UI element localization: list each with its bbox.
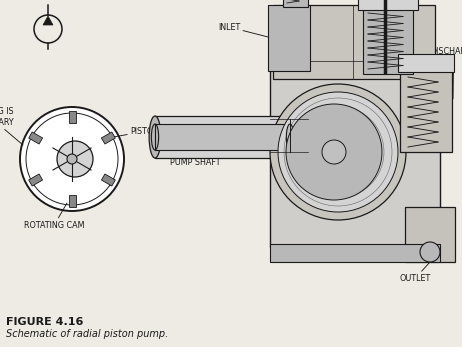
Bar bbox=[398, 54, 454, 72]
Polygon shape bbox=[29, 174, 43, 186]
Bar bbox=[283, 0, 308, 7]
Circle shape bbox=[20, 107, 124, 211]
Text: CAM: CAM bbox=[319, 142, 341, 152]
Bar bbox=[273, 5, 435, 79]
Polygon shape bbox=[68, 195, 75, 207]
Ellipse shape bbox=[152, 124, 158, 150]
Polygon shape bbox=[102, 132, 116, 144]
Ellipse shape bbox=[149, 116, 161, 158]
Polygon shape bbox=[29, 132, 43, 144]
Text: PUMP SHAFT: PUMP SHAFT bbox=[170, 135, 228, 167]
Circle shape bbox=[270, 84, 406, 220]
Bar bbox=[268, 5, 310, 71]
Text: OUTLET: OUTLET bbox=[399, 262, 431, 283]
Polygon shape bbox=[68, 111, 75, 123]
Bar bbox=[358, 0, 418, 10]
Bar bbox=[400, 67, 452, 152]
FancyBboxPatch shape bbox=[270, 67, 440, 247]
Bar bbox=[155, 124, 290, 150]
Circle shape bbox=[57, 141, 93, 177]
Bar bbox=[270, 244, 440, 262]
Polygon shape bbox=[102, 174, 116, 186]
Circle shape bbox=[420, 242, 440, 262]
Text: HOUSING IS
STATIONARY: HOUSING IS STATIONARY bbox=[0, 107, 23, 145]
Circle shape bbox=[286, 104, 382, 200]
Text: DISCHARGE
VALVE: DISCHARGE VALVE bbox=[430, 47, 462, 99]
Bar bbox=[405, 207, 455, 262]
Bar bbox=[363, 5, 413, 74]
Text: PISTONS: PISTONS bbox=[102, 127, 164, 139]
Circle shape bbox=[278, 92, 398, 212]
Ellipse shape bbox=[302, 116, 314, 158]
Polygon shape bbox=[43, 16, 53, 25]
Ellipse shape bbox=[286, 124, 294, 150]
Circle shape bbox=[67, 154, 77, 164]
Text: ROTATING CAM: ROTATING CAM bbox=[24, 203, 85, 229]
Text: INLET VALVE: INLET VALVE bbox=[274, 0, 322, 7]
Text: Schematic of radial piston pump.: Schematic of radial piston pump. bbox=[6, 329, 168, 339]
Text: INLET: INLET bbox=[218, 23, 268, 37]
Text: PISTON: PISTON bbox=[390, 0, 429, 12]
Text: FIGURE 4.16: FIGURE 4.16 bbox=[6, 317, 83, 327]
Bar bbox=[155, 116, 308, 158]
Circle shape bbox=[322, 140, 346, 164]
Text: RACE: RACE bbox=[395, 112, 429, 137]
